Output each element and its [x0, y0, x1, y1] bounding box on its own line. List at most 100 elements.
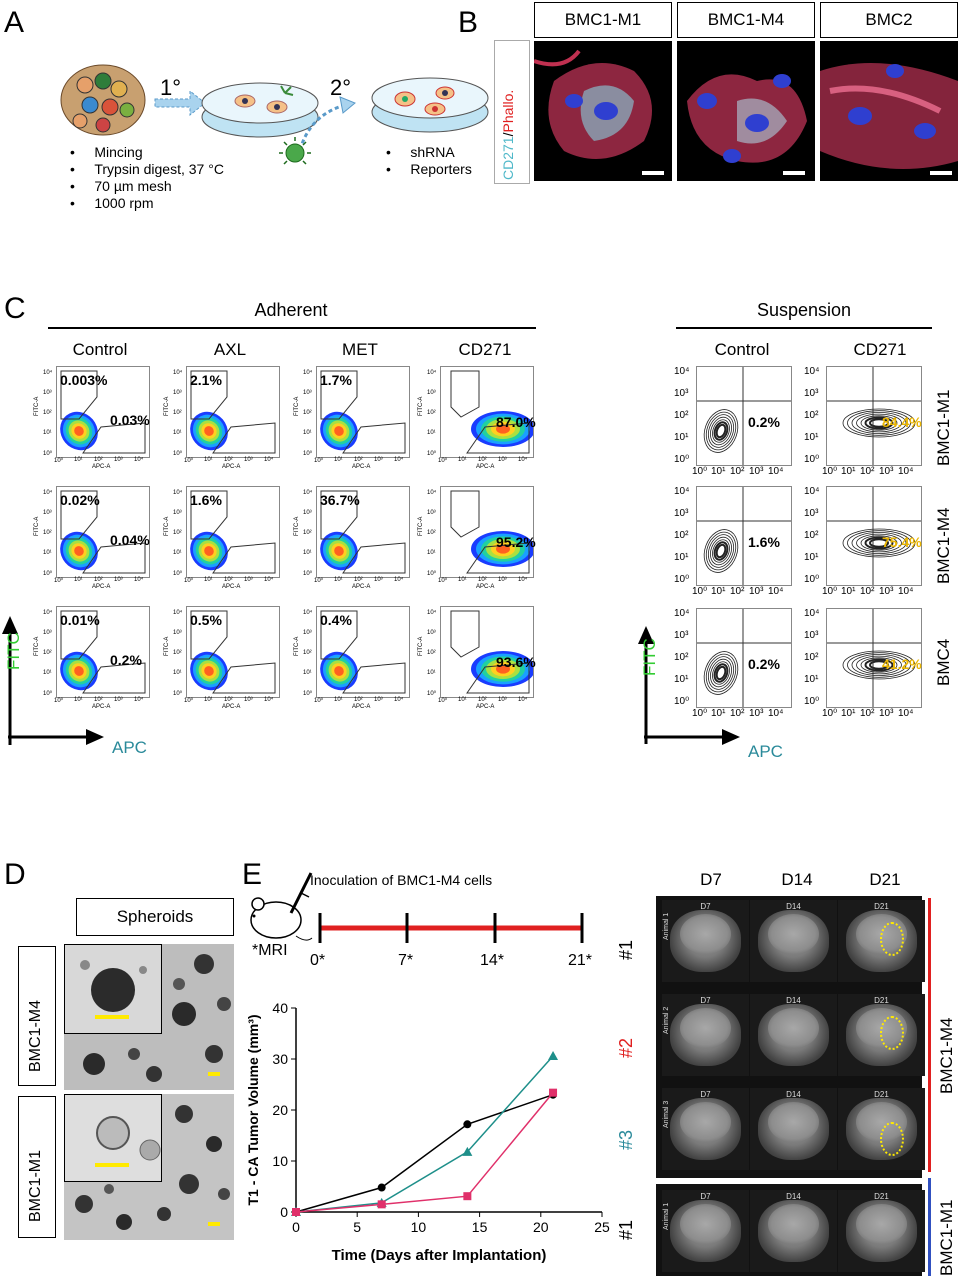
y-tick-label: 10³: [43, 630, 52, 636]
x-tick-label: 10⁰: [54, 458, 64, 464]
contour-line: [705, 653, 737, 693]
col-header-axl: AXL: [213, 340, 247, 359]
y-axis-small-label: FITC-A: [164, 636, 170, 656]
brain: [680, 1204, 731, 1244]
x-axis-small-label: APC-A: [222, 704, 241, 710]
spheroid-inset: [64, 944, 162, 1034]
x-tick-label: 10¹: [74, 697, 83, 703]
fitc-gate-percent: 36.7%: [320, 492, 360, 508]
contour-line: [851, 532, 907, 555]
y-axis-small-label: FITC-A: [34, 516, 40, 536]
x-tick-label: 10³: [114, 577, 123, 583]
brain: [768, 1008, 819, 1048]
mri-day-tag: D21: [874, 996, 889, 1005]
mri-day-tag: D21: [874, 1192, 889, 1201]
contour-line: [864, 658, 894, 672]
contour-line: [703, 529, 739, 573]
y-tick-label: 10⁰: [43, 451, 53, 457]
fitc-gate: [190, 490, 228, 540]
apc-gate-percent: 93.6%: [496, 654, 536, 670]
step-1-label: 1°: [160, 75, 182, 100]
stain-legend-box: [494, 40, 530, 184]
brain: [768, 1204, 819, 1244]
x-tick-label: 10²: [860, 708, 875, 719]
x-tick-label: 10⁰: [314, 458, 324, 464]
y-tick-label: 10²: [427, 530, 436, 536]
animal-number: #2: [616, 1037, 636, 1058]
culture-dish-1: [201, 82, 319, 138]
x-tick-label: 10⁴: [768, 586, 784, 597]
data-point: [548, 1050, 559, 1060]
mri-col-d21: D21: [869, 870, 901, 889]
tumor-outline: [880, 922, 904, 956]
x-tick-label: 10³: [498, 577, 507, 583]
apc-gate: [466, 662, 530, 694]
y-tick-label: 10⁰: [43, 571, 53, 577]
density-contour: [204, 666, 214, 676]
x-tick-label: 10¹: [204, 697, 213, 703]
density-contour: [496, 544, 510, 554]
contour-line: [864, 416, 894, 430]
contour-line: [705, 411, 737, 451]
x-axis-small-label: APC-A: [476, 584, 495, 590]
x-tick-label: 10⁰: [692, 586, 708, 597]
x-tick-label: 10³: [879, 708, 894, 719]
mri-day-tag: D7: [700, 1090, 711, 1099]
x-tick-label: 10²: [730, 586, 745, 597]
contour-line: [842, 528, 916, 558]
y-tick-label: 20: [272, 1102, 288, 1118]
quadrant-percent: 84.4%: [882, 414, 922, 430]
data-point: [463, 1120, 472, 1129]
mri-day-tag: D7: [700, 1192, 711, 1201]
y-tick-label: 10²: [674, 410, 689, 421]
phalloidin-label: Phallo.: [500, 89, 516, 133]
scale-bar: [208, 1072, 220, 1076]
y-tick-label: 10²: [303, 410, 312, 416]
y-tick-label: 10⁴: [173, 370, 183, 376]
x-tick-label: 10⁰: [438, 578, 448, 584]
col-header-susp-control: Control: [714, 340, 770, 359]
density-contour: [74, 546, 84, 556]
data-point: [462, 1146, 473, 1156]
contour-plot: [696, 608, 792, 708]
apc-gate-percent: 87.0%: [496, 414, 536, 430]
group-bar-bmc1-m4: [928, 898, 931, 1172]
y-tick-label: 10¹: [43, 430, 52, 436]
line-label-bmc2: BMC2: [820, 2, 958, 38]
contour-line: [864, 536, 894, 550]
x-tick-label: 10⁰: [54, 578, 64, 584]
y-tick-label: 10²: [804, 530, 819, 541]
flow-plot: [440, 486, 535, 578]
x-tick-label: 10⁴: [768, 708, 784, 719]
contour-line: [712, 661, 730, 685]
y-tick-label: 10⁰: [303, 691, 313, 697]
x-tick-label: 10⁴: [264, 697, 274, 703]
x-tick-label: 10⁴: [518, 577, 528, 583]
y-axis-small-label: FITC-A: [164, 516, 170, 536]
fitc-gate: [60, 610, 98, 660]
contour-line: [851, 654, 907, 677]
panel-label-d: D: [4, 858, 26, 891]
inset-scale-bar: [95, 1163, 129, 1167]
apc-gate: [82, 422, 146, 454]
y-tick-label: 10⁰: [173, 571, 183, 577]
y-tick-label: 10¹: [43, 670, 52, 676]
apc-gate-percent: 0.03%: [110, 412, 150, 428]
y-tick-label: 10¹: [427, 550, 436, 556]
data-point: [377, 1183, 386, 1192]
y-tick-label: 10³: [43, 390, 52, 396]
contour-line: [712, 419, 730, 443]
x-tick-label: 10³: [749, 586, 764, 597]
tumor-outline: [880, 1016, 904, 1050]
x-tick-label: 25: [594, 1219, 610, 1235]
flow-plot: [186, 486, 280, 578]
x-axis-small-label: APC-A: [352, 584, 371, 590]
contour-plot: [826, 608, 922, 708]
x-tick-label: 10⁰: [438, 458, 448, 464]
bullet-item: • 1000 rpm: [70, 195, 154, 211]
y-tick-label: 10¹: [804, 432, 819, 443]
x-tick-label: 10²: [354, 457, 363, 463]
group-label-bmc1-m1: BMC1-M1: [937, 1199, 956, 1276]
y-tick-label: 10¹: [173, 550, 182, 556]
micrograph-bmc2: [820, 41, 958, 181]
